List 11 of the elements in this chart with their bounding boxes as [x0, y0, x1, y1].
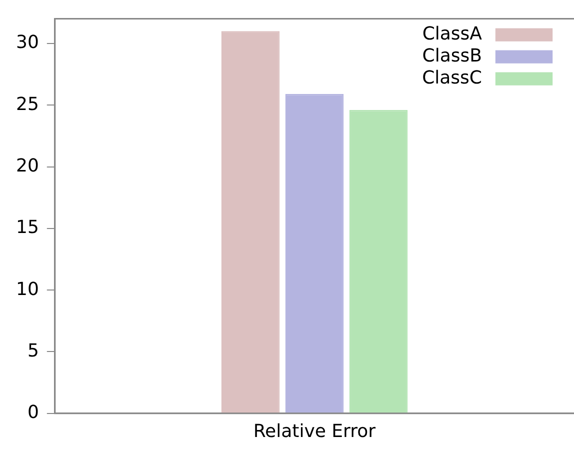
legend-label: ClassC — [422, 67, 482, 88]
legend-label: ClassB — [422, 45, 482, 66]
y-tick-label: 5 — [27, 340, 39, 362]
y-tick-label: 10 — [16, 278, 39, 300]
y-tick-label: 15 — [16, 217, 39, 238]
y-tick-label: 25 — [16, 94, 39, 115]
legend-label: ClassA — [422, 23, 483, 44]
y-tick-label: 0 — [27, 402, 39, 424]
y-tick-label: 30 — [16, 32, 39, 54]
x-tick-label: Relative Error — [253, 420, 376, 442]
y-tick-label: 20 — [16, 155, 39, 176]
